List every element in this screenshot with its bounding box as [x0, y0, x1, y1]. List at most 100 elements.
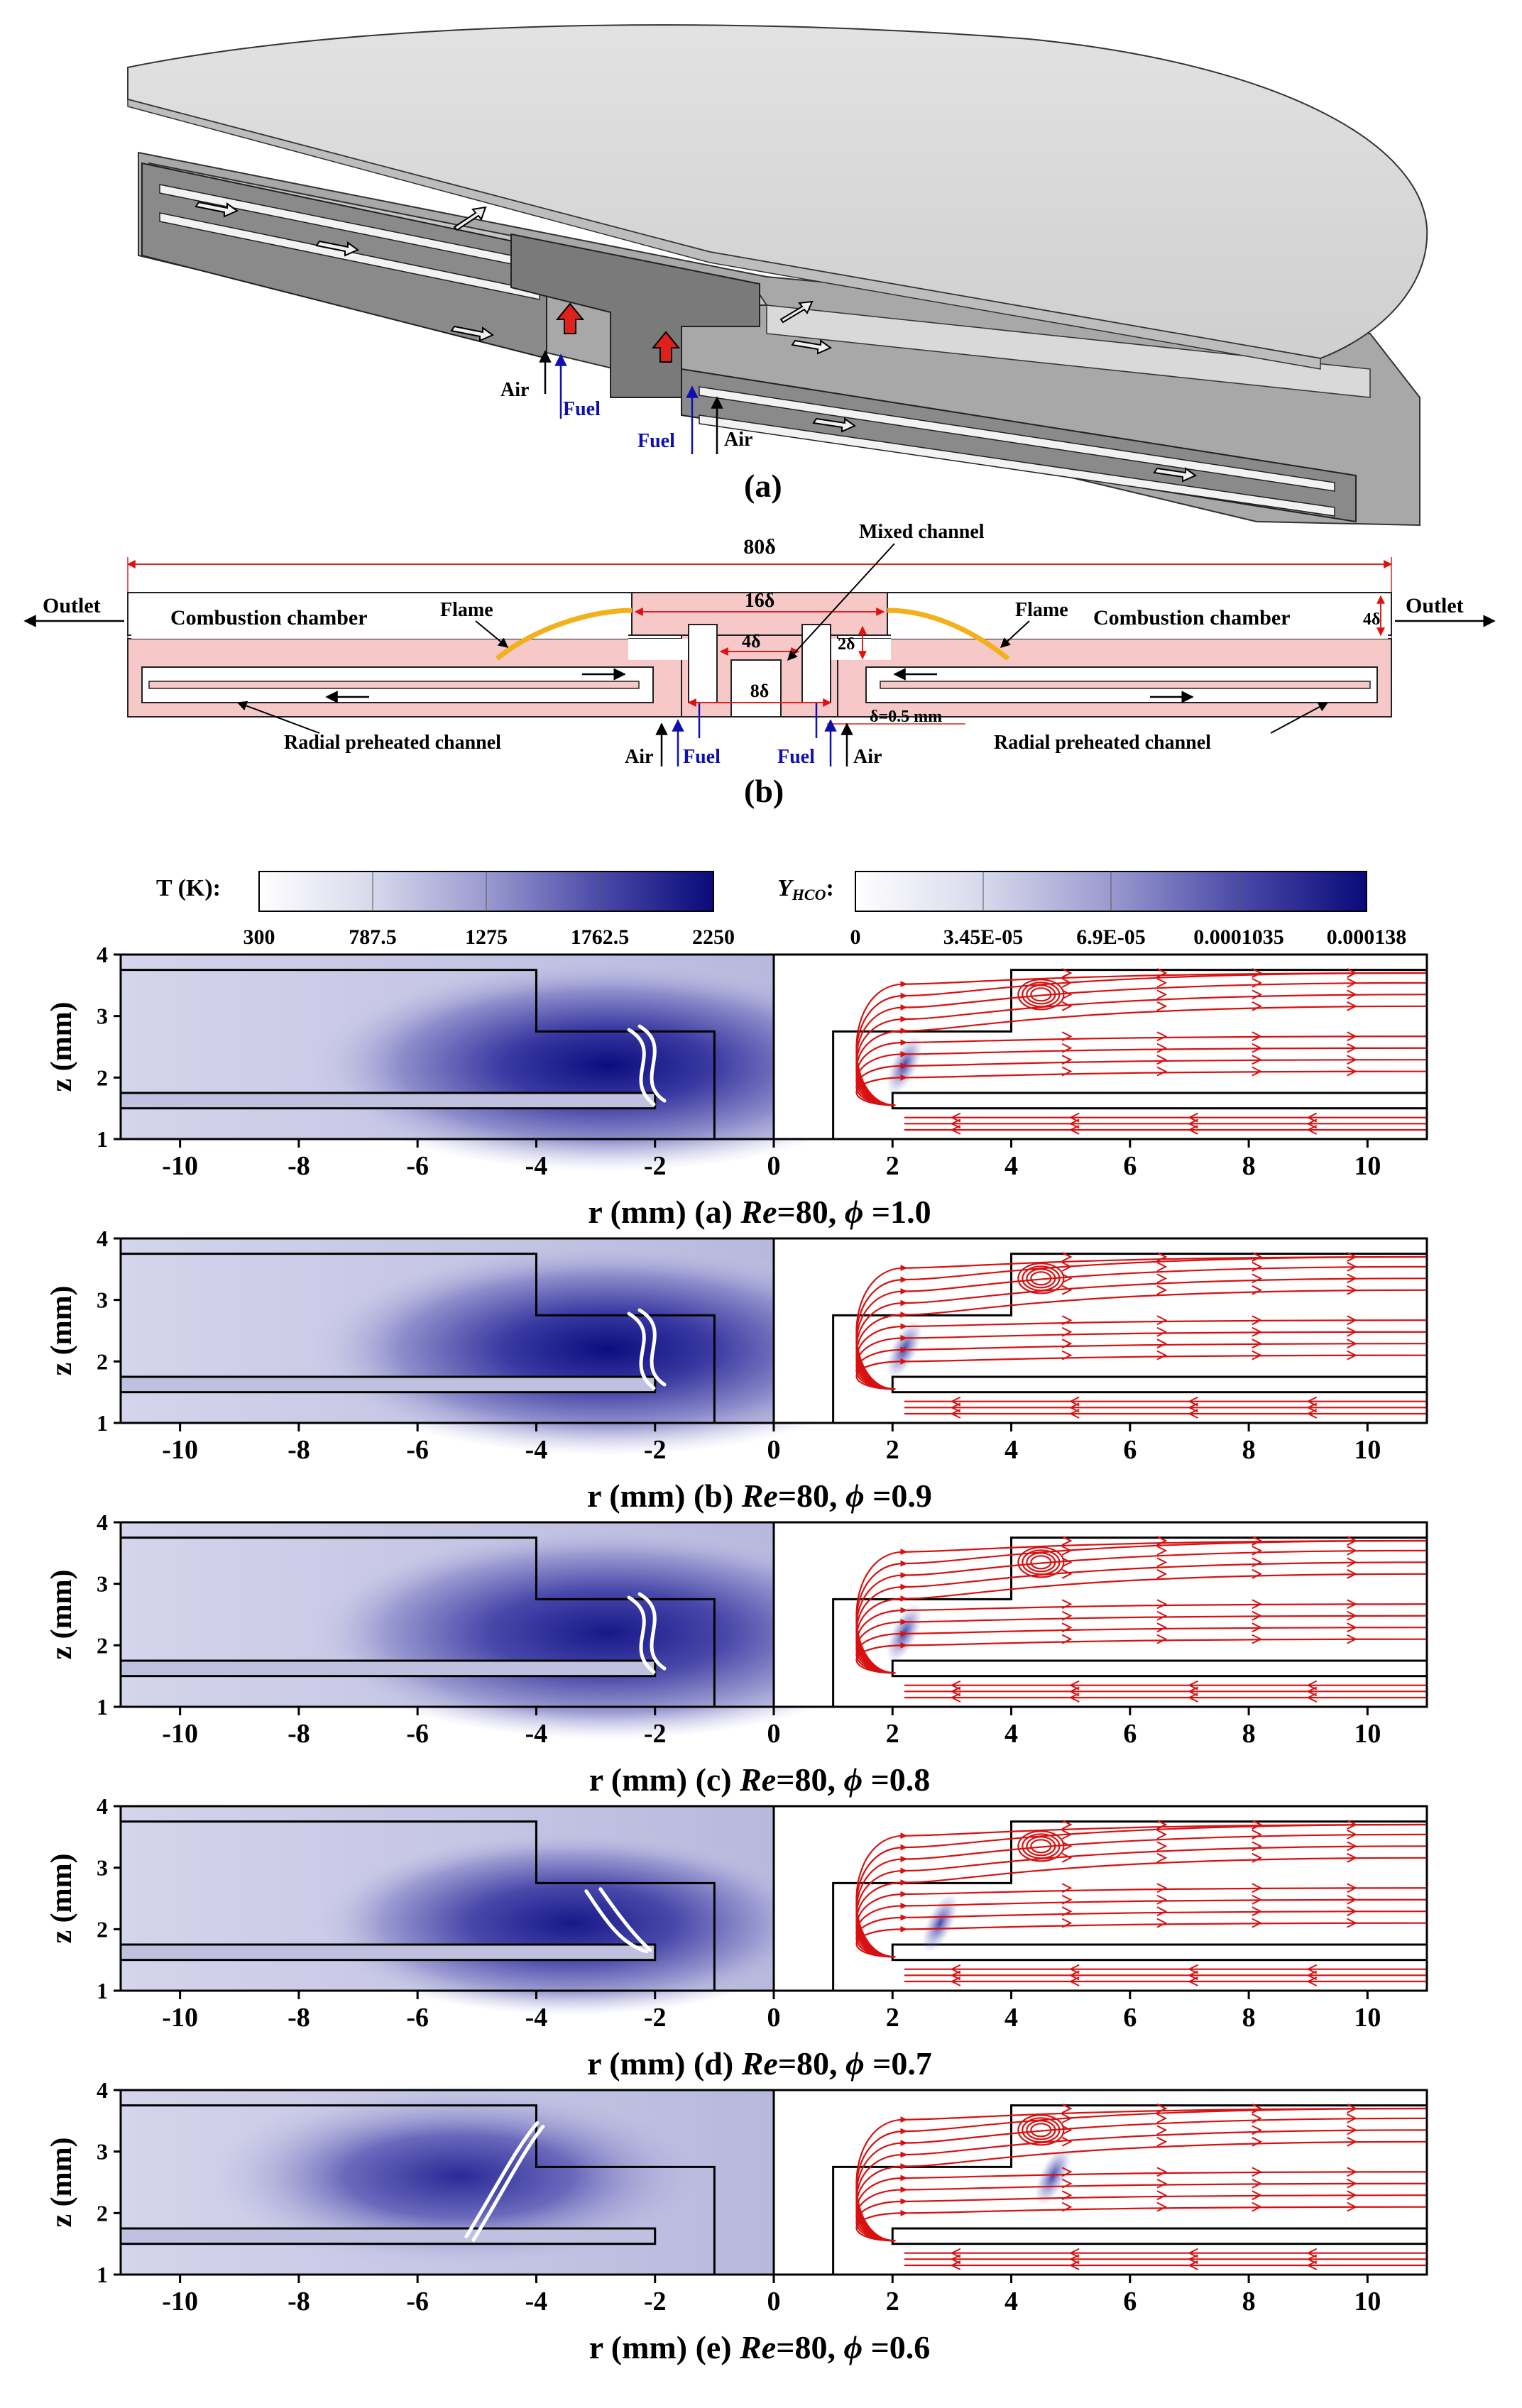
channel-wall [119, 1943, 657, 1962]
streamline-arrow [1156, 2104, 1168, 2113]
y-tick-label: 2 [97, 2200, 108, 2226]
x-axis-label-caption: r (mm) (d) Re=80, ϕ =0.7 [587, 2045, 932, 2082]
y-tick-label: 1 [97, 1694, 108, 1720]
streamline [855, 1331, 1428, 1390]
y-axis-label: z (mm) [45, 1569, 78, 1659]
streamline-arrow [1061, 1066, 1073, 1077]
vortex-loop [1026, 984, 1056, 1005]
streamline-arrow [1156, 1043, 1168, 1053]
streamline-arrow [1156, 1285, 1168, 1295]
x-tick-label: -6 [406, 2287, 429, 2316]
streamline [855, 1354, 1428, 1390]
x-tick-label: 8 [1242, 1151, 1256, 1181]
x-tick-label: -8 [288, 1719, 310, 1749]
streamline-arrow [1252, 1883, 1263, 1893]
flame-contour [584, 1887, 652, 1954]
x-tick-label: -8 [288, 2003, 310, 2033]
y-tick-label: 2 [97, 1632, 108, 1658]
x-tick-label: 4 [1004, 1435, 1018, 1465]
x-tick-label: 4 [1004, 1719, 1018, 1749]
streamline-arrow [1061, 2201, 1073, 2212]
y-tick-label: 2 [97, 1348, 108, 1374]
x-tick-label: 6 [1123, 2287, 1137, 2316]
x-tick-label: 0 [767, 1435, 781, 1465]
streamline-arrow [1156, 1634, 1168, 1644]
streamline [855, 1887, 1428, 1958]
x-tick-label: -2 [644, 1151, 667, 1181]
vortex-loop [1022, 1833, 1061, 1859]
vortex-loop [1030, 1839, 1052, 1854]
streamline [855, 1319, 1428, 1390]
streamlines [855, 1252, 1428, 1419]
streamline-arrow [1156, 1066, 1168, 1077]
streamline [855, 1627, 1428, 1674]
channel-wall-right [891, 2227, 1428, 2245]
hot-zone [203, 2084, 715, 2269]
streamline-arrow [1252, 1273, 1263, 1284]
hot-zone [316, 1830, 828, 2016]
y-tick-label: 2 [97, 1916, 108, 1942]
y-tick-label: 1 [97, 2262, 108, 2287]
x-tick-label: 2 [886, 1719, 899, 1749]
y-axis-label: z (mm) [45, 1853, 78, 1943]
x-tick-label: -4 [525, 1151, 548, 1181]
streamline-arrow [1061, 1315, 1073, 1326]
channel-wall [119, 1092, 657, 1110]
colorbar-Y-tick: 3.45E-05 [943, 925, 1024, 949]
x-tick-label: 6 [1123, 1435, 1137, 1465]
streamline-arrow [1188, 1964, 1198, 1974]
streamline [855, 1911, 1428, 1958]
streamline-arrow [1252, 1545, 1263, 1556]
streamline-arrow [1061, 1536, 1073, 1546]
y-tick-label: 3 [97, 1571, 108, 1597]
streamline-arrow [1306, 2248, 1318, 2258]
streamline-arrow [1347, 968, 1357, 978]
y-tick-label: 1 [97, 1410, 108, 1436]
streamline-arrow [1252, 2190, 1263, 2201]
wall-outline-right [832, 969, 1427, 1139]
streamline-arrow [1306, 1396, 1318, 1407]
streamline-arrow [1061, 1252, 1073, 1262]
streamline [855, 1343, 1428, 1390]
streamline-arrow [1347, 1918, 1357, 1928]
colorbar-T-label: T (K): [156, 875, 221, 901]
streamline-arrow [1156, 1326, 1168, 1337]
wall-outline [121, 969, 716, 1139]
streamline-arrow [1156, 1829, 1168, 1840]
panel-b-caption: (b) [744, 773, 784, 809]
x-tick-label: 0 [767, 2287, 781, 2316]
x-tick-label: -4 [525, 2003, 548, 2033]
streamline-arrow [1156, 1315, 1168, 1326]
x-tick-label: 6 [1123, 1719, 1137, 1749]
y-tick-label: 3 [97, 1287, 108, 1313]
dim-4d: 4δ [742, 631, 761, 652]
streamline-arrow [1156, 1252, 1168, 1262]
fuel-label-b: Fuel [683, 746, 721, 768]
streamline-arrow [1347, 1350, 1357, 1360]
hco-layer [922, 1893, 958, 1953]
x-tick-label: -6 [406, 1151, 429, 1181]
streamline-arrow [1156, 1545, 1168, 1556]
streamline-arrow [1347, 1545, 1357, 1556]
channel-wall-right [891, 1375, 1428, 1394]
x-tick-label: 6 [1123, 2003, 1137, 2033]
streamline-arrow [1061, 2125, 1073, 2135]
x-tick-label: -6 [406, 1435, 429, 1465]
streamline-arrow [1347, 1285, 1357, 1295]
streamline-arrow [1061, 1031, 1073, 1042]
x-tick-label: 2 [886, 1435, 899, 1465]
streamline-arrow [1347, 1536, 1357, 1546]
radial-channel-right: Radial preheated channel [994, 732, 1211, 754]
streamline-arrow [1061, 2178, 1073, 2189]
streamline [855, 1035, 1428, 1106]
streamline-arrow [1252, 1610, 1263, 1621]
x-tick-label: 8 [1242, 2287, 1256, 2316]
combustion-chamber-right: Combustion chamber [1093, 606, 1291, 630]
streamline-arrow [1252, 1557, 1263, 1568]
vortex-loop [1030, 2123, 1052, 2138]
streamlines [855, 1820, 1428, 1986]
streamline-arrow [1188, 2248, 1198, 2258]
heatmap-panel: 1 2 3 4 -10 -8 -6 -4 -2 0 2 4 6 8 10 z (mm) r (mm) (d) R… [45, 1793, 1428, 2082]
x-tick-label: 4 [1004, 2287, 1018, 2316]
streamline-arrow [1188, 1112, 1198, 1123]
